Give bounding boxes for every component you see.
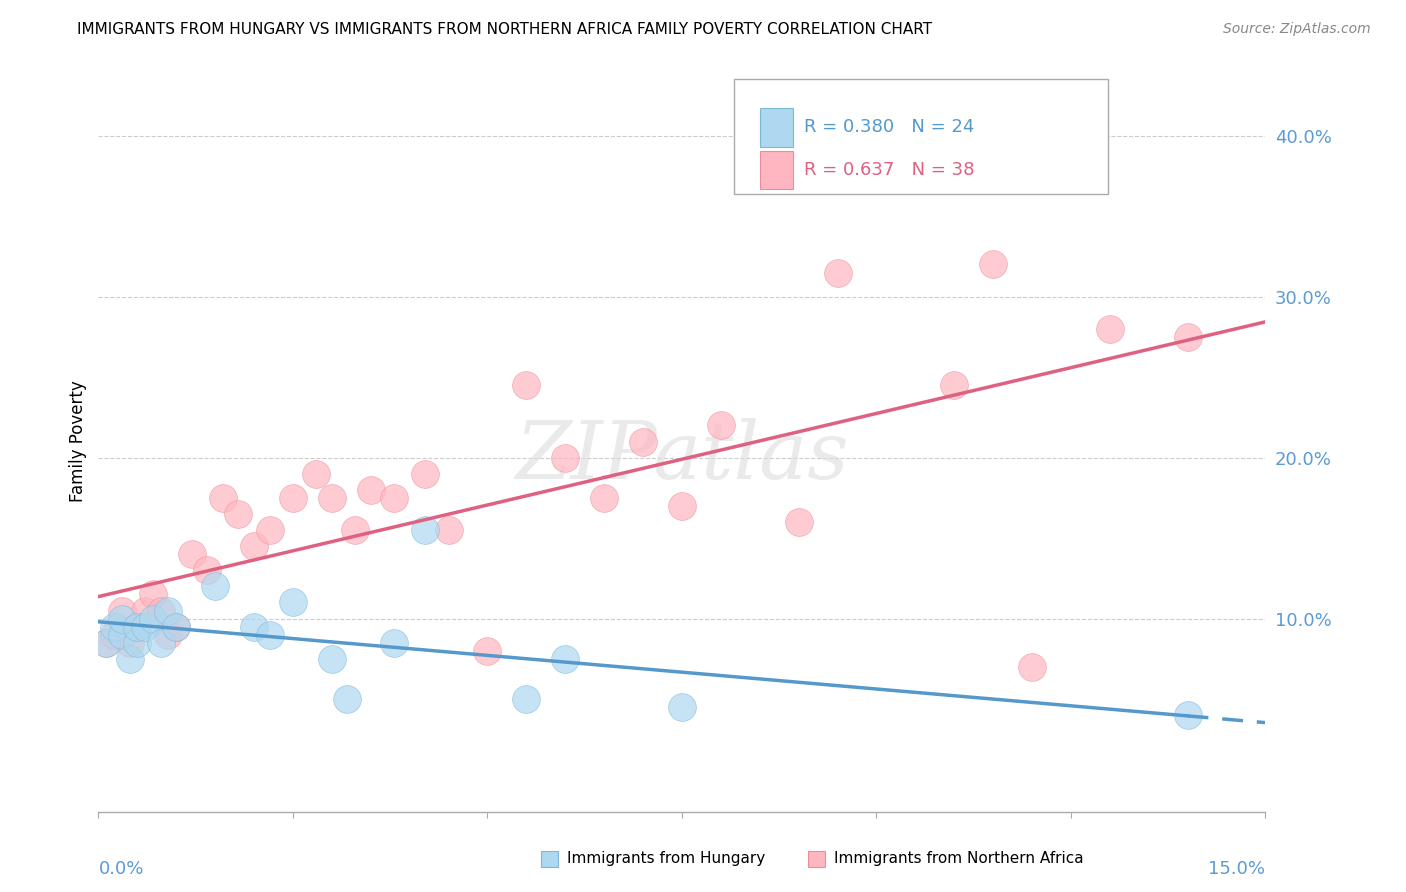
- Point: [281, 491, 304, 505]
- Point: [943, 378, 966, 392]
- Point: [981, 258, 1004, 272]
- Bar: [761, 151, 793, 189]
- Text: 0.0%: 0.0%: [98, 860, 143, 878]
- Point: [259, 523, 281, 537]
- Point: [165, 619, 187, 633]
- Point: [127, 636, 149, 650]
- Point: [477, 644, 499, 658]
- Text: IMMIGRANTS FROM HUNGARY VS IMMIGRANTS FROM NORTHERN AFRICA FAMILY POVERTY CORREL: IMMIGRANTS FROM HUNGARY VS IMMIGRANTS FR…: [77, 22, 932, 37]
- Point: [413, 467, 436, 481]
- Bar: [761, 108, 793, 146]
- Text: R = 0.380   N = 24: R = 0.380 N = 24: [804, 119, 974, 136]
- Point: [111, 603, 134, 617]
- Text: Source: ZipAtlas.com: Source: ZipAtlas.com: [1223, 22, 1371, 37]
- Point: [204, 579, 226, 593]
- Point: [118, 636, 141, 650]
- Point: [344, 523, 367, 537]
- Point: [96, 636, 118, 650]
- Point: [195, 563, 218, 577]
- Point: [149, 603, 172, 617]
- Text: R = 0.637   N = 38: R = 0.637 N = 38: [804, 161, 974, 178]
- Point: [1177, 708, 1199, 723]
- Point: [127, 619, 149, 633]
- Point: [165, 619, 187, 633]
- Point: [111, 611, 134, 625]
- Point: [103, 628, 125, 642]
- Point: [1098, 322, 1121, 336]
- FancyBboxPatch shape: [734, 78, 1108, 194]
- Point: [259, 628, 281, 642]
- Point: [305, 467, 328, 481]
- Point: [382, 636, 405, 650]
- Point: [554, 652, 576, 666]
- Point: [157, 628, 180, 642]
- Point: [515, 692, 537, 706]
- Point: [96, 636, 118, 650]
- Point: [710, 418, 733, 433]
- Text: Immigrants from Hungary: Immigrants from Hungary: [567, 852, 765, 866]
- Y-axis label: Family Poverty: Family Poverty: [69, 381, 87, 502]
- Point: [142, 611, 165, 625]
- Point: [787, 515, 810, 529]
- Text: ZIPatlas: ZIPatlas: [515, 417, 849, 495]
- Point: [228, 507, 250, 521]
- Point: [127, 619, 149, 633]
- Point: [554, 450, 576, 465]
- Point: [671, 700, 693, 714]
- Point: [103, 619, 125, 633]
- Point: [157, 603, 180, 617]
- Point: [149, 636, 172, 650]
- Point: [593, 491, 616, 505]
- Point: [413, 523, 436, 537]
- Point: [671, 499, 693, 513]
- Point: [142, 587, 165, 601]
- Text: Immigrants from Northern Africa: Immigrants from Northern Africa: [834, 852, 1084, 866]
- Point: [382, 491, 405, 505]
- Point: [336, 692, 359, 706]
- Point: [281, 595, 304, 609]
- Point: [180, 547, 202, 561]
- Point: [134, 603, 156, 617]
- Text: 15.0%: 15.0%: [1208, 860, 1265, 878]
- Point: [321, 491, 343, 505]
- Point: [360, 483, 382, 497]
- Point: [827, 266, 849, 280]
- Point: [111, 628, 134, 642]
- Point: [321, 652, 343, 666]
- Point: [212, 491, 235, 505]
- Point: [631, 434, 654, 449]
- Point: [437, 523, 460, 537]
- Point: [118, 652, 141, 666]
- Point: [243, 539, 266, 553]
- Point: [1021, 660, 1043, 674]
- Point: [134, 619, 156, 633]
- Point: [243, 619, 266, 633]
- Point: [1177, 330, 1199, 344]
- Point: [515, 378, 537, 392]
